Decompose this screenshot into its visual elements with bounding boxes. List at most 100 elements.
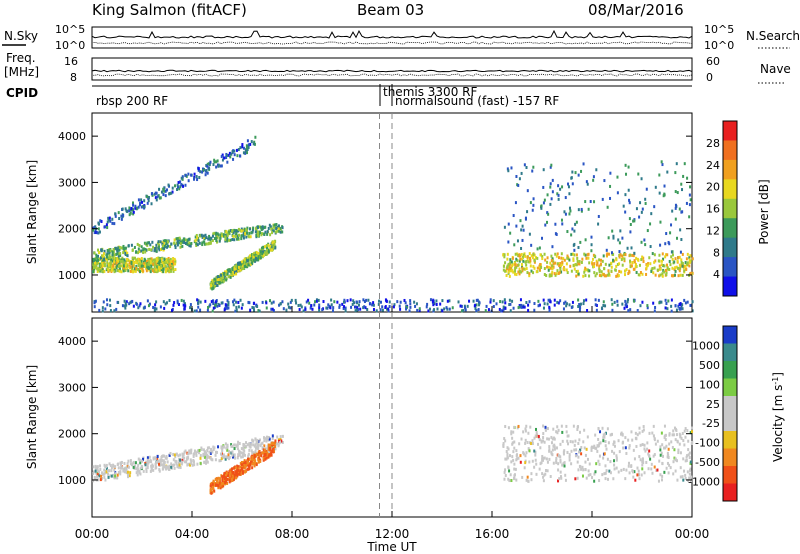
power-echo-cell xyxy=(526,258,529,262)
power-echo-cell xyxy=(586,253,589,257)
velocity-echo-cell xyxy=(236,456,239,460)
power-echo-cell xyxy=(171,186,174,190)
velocity-echo-cell xyxy=(276,435,279,439)
power-echo-cell xyxy=(344,306,347,310)
power-echo-cell xyxy=(670,255,673,259)
power-echo-cell xyxy=(682,264,685,268)
velocity-echo-cell xyxy=(264,437,267,441)
power-echo-cell xyxy=(101,265,104,269)
freq-traces xyxy=(91,69,693,77)
power-echo-cell xyxy=(214,281,217,285)
power-echo-cell xyxy=(98,257,101,261)
power-echo-cell xyxy=(176,299,179,303)
power-echo-cell xyxy=(153,306,156,310)
velocity-echo-cell xyxy=(598,442,601,446)
velocity-echo-cell xyxy=(174,455,177,459)
velocity-echo-cell xyxy=(226,456,229,460)
velocity-echo-cell xyxy=(249,461,252,465)
velocity-echo-cell xyxy=(231,450,234,454)
velocity-echo-cell xyxy=(230,443,233,447)
power-echo-cell xyxy=(114,212,117,216)
power-echo-cell xyxy=(96,231,99,235)
velocity-echo-cell xyxy=(510,479,513,483)
power-echo-cell xyxy=(231,229,234,233)
velocity-echo-cell xyxy=(122,469,125,473)
velocity-echo-cell xyxy=(127,459,130,463)
velocity-echo-cell xyxy=(218,479,221,483)
power-echo-cell xyxy=(160,268,163,272)
velocity-echo-cell xyxy=(227,453,230,457)
power-echo-cell xyxy=(100,219,103,223)
power-echo-cell xyxy=(462,308,465,312)
power-echo-cell xyxy=(171,190,174,194)
velocity-echo-cell xyxy=(101,472,104,476)
velocity-echo-cell xyxy=(636,433,639,437)
power-echo-cell xyxy=(414,304,417,308)
power-echo-cell xyxy=(557,262,560,266)
noise-panel: N.Sky 10^5 10^0 10^5 10^0 N.Search xyxy=(2,23,800,52)
velocity-echo-cell xyxy=(250,442,253,446)
power-echo-cell xyxy=(536,256,539,260)
velocity-echo-cell xyxy=(242,443,245,447)
velocity-echo-cell xyxy=(247,454,250,458)
power-echo-cell xyxy=(254,227,257,231)
velocity-echo-cell xyxy=(267,455,270,459)
power-echo-cell xyxy=(235,272,238,276)
velocity-echo-cell xyxy=(242,462,245,466)
power-echo-cell xyxy=(225,230,228,234)
power-echo-cell xyxy=(538,266,541,270)
power-echo-cell xyxy=(675,265,678,269)
power-echo-cell xyxy=(308,301,311,305)
power-echo-cell xyxy=(231,150,234,154)
velocity-echo-cell xyxy=(177,461,180,465)
power-echo-cell xyxy=(128,206,131,210)
velocity-echo-cell xyxy=(543,440,546,444)
power-echo-cell xyxy=(170,261,173,265)
power-echo-cell xyxy=(196,238,199,242)
power-echo-cell xyxy=(564,196,567,200)
velocity-echo-cell xyxy=(609,460,612,464)
power-echo-cell xyxy=(114,266,117,270)
power-echo-cell xyxy=(127,269,130,273)
power-echo-cell xyxy=(542,168,545,172)
power-echo-cell xyxy=(182,237,185,241)
power-echo-cell xyxy=(272,245,275,249)
power-echo-cell xyxy=(111,259,114,263)
power-echo-cell xyxy=(242,262,245,266)
power-echo-cell xyxy=(592,264,595,268)
power-echo-cell xyxy=(225,156,228,160)
power-echo-cell xyxy=(445,306,448,310)
colorbar-tick-label: 25 xyxy=(706,398,720,411)
power-echo-cell xyxy=(195,175,198,179)
velocity-echo-cell xyxy=(573,443,576,447)
velocity-echo-cell xyxy=(256,445,259,449)
power-echo-cell xyxy=(235,232,238,236)
power-echo-cell xyxy=(184,238,187,242)
power-echo-cell xyxy=(599,258,602,262)
velocity-echo-cell xyxy=(154,462,157,466)
power-echo-cell xyxy=(158,268,161,272)
velocity-echo-cell xyxy=(186,463,189,467)
velocity-echo-cell xyxy=(212,448,215,452)
power-echo-cell xyxy=(103,257,106,261)
velocity-echo-cell xyxy=(648,431,651,435)
velocity-echo-cell xyxy=(686,470,689,474)
power-echo-cell xyxy=(569,209,572,213)
power-echo-cell xyxy=(155,198,158,202)
power-echo-cell xyxy=(526,189,529,193)
power-echo-cell xyxy=(592,175,595,179)
velocity-echo-cell xyxy=(590,445,593,449)
velocity-echo-cell xyxy=(104,478,107,482)
power-echo-cell xyxy=(680,258,683,262)
power-echo-cell xyxy=(142,247,145,251)
velocity-echo-cell xyxy=(252,443,255,447)
power-echo-cell xyxy=(211,234,214,238)
power-echo-cell xyxy=(97,227,100,231)
velocity-echo-cell xyxy=(238,453,241,457)
velocity-echo-cell xyxy=(534,453,537,457)
velocity-echo-cell xyxy=(103,472,106,476)
power-echo-cell xyxy=(132,270,135,274)
power-echo-cell xyxy=(591,262,594,266)
y-tick-label: 1000 xyxy=(58,269,86,282)
power-echo-cell xyxy=(641,207,644,211)
